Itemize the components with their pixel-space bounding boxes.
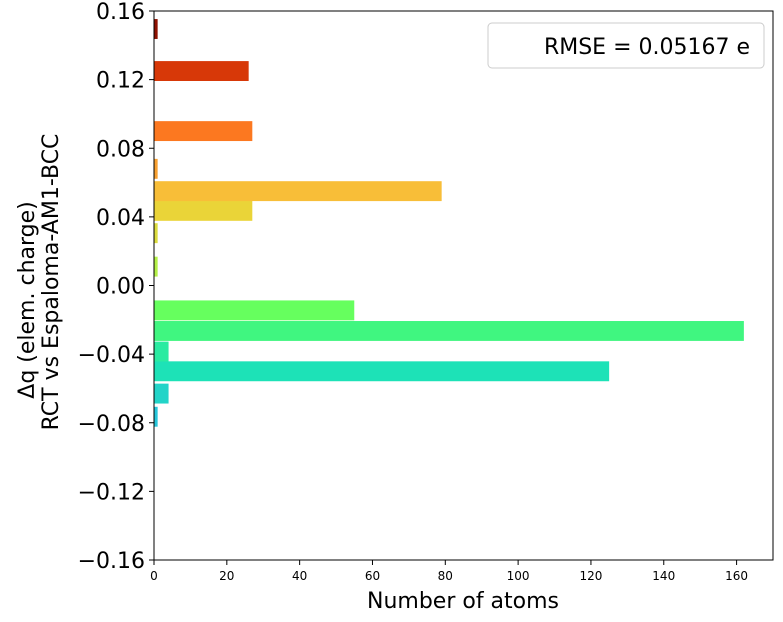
legend: RMSE = 0.05167 e — [487, 22, 765, 69]
bar-3 — [154, 341, 169, 362]
x-tick-label-3: 60 — [365, 569, 380, 583]
legend-text: RMSE = 0.05167 e — [544, 35, 750, 60]
bar-13 — [154, 19, 158, 39]
bar-5 — [154, 300, 355, 321]
x-tick-label-0: 0 — [150, 569, 158, 583]
x-axis-label: Number of atoms — [367, 589, 559, 614]
bar-7 — [154, 223, 158, 244]
x-tick-label-7: 140 — [652, 569, 675, 583]
bar-6 — [154, 256, 158, 277]
y-tick-label-3: −0.04 — [78, 343, 145, 368]
bar-12 — [154, 61, 249, 81]
bar-0 — [154, 406, 158, 427]
y-tick-label-0: −0.16 — [78, 549, 145, 574]
plot-frame — [153, 10, 774, 561]
y-axis-ticks: −0.16 −0.12 −0.08 −0.04 0.00 0.04 0.08 0.12 0.16 — [78, 0, 154, 574]
x-tick-label-2: 40 — [292, 569, 307, 583]
y-tick-label-8: 0.16 — [96, 0, 145, 25]
y-axis-label: Δq (elem. charge) RCT vs Espaloma-AM1-BC… — [15, 134, 64, 431]
y-tick-label-4: 0.00 — [96, 275, 145, 300]
bar-4 — [154, 321, 744, 341]
x-tick-label-4: 80 — [438, 569, 453, 583]
legend-box — [487, 22, 765, 69]
x-axis-ticks: 0 20 40 60 80 100 120 140 160 — [150, 560, 748, 583]
bar-8 — [154, 200, 253, 221]
y-tick-label-6: 0.08 — [96, 137, 145, 162]
x-tick-label-6: 120 — [579, 569, 602, 583]
y-tick-label-2: −0.08 — [78, 412, 145, 437]
bar-1 — [154, 383, 169, 404]
x-tick-label-5: 100 — [507, 569, 530, 583]
bar-10 — [154, 158, 158, 179]
bar-2 — [154, 361, 610, 382]
bar-9 — [154, 181, 442, 202]
bar-11 — [154, 121, 253, 142]
x-tick-label-1: 20 — [219, 569, 234, 583]
y-axis-label-line-1: Δq (elem. charge) — [15, 201, 40, 398]
y-axis-label-line-2: RCT vs Espaloma-AM1-BCC — [39, 134, 64, 431]
x-tick-label-8: 160 — [725, 569, 748, 583]
y-tick-label-1: −0.12 — [78, 480, 145, 505]
y-tick-label-7: 0.12 — [96, 69, 145, 94]
y-tick-label-5: 0.04 — [96, 206, 145, 231]
bars-layer — [154, 19, 744, 427]
